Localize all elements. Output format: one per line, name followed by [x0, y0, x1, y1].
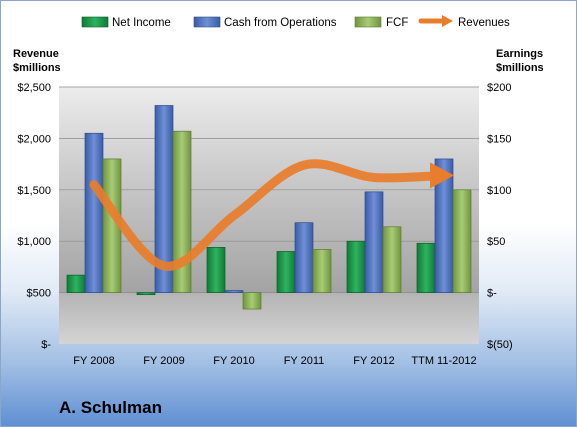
bars [66, 105, 472, 310]
legend: Net Income Cash from Operations FCF Reve… [81, 15, 510, 29]
right-tick-label: $50 [487, 236, 505, 248]
net-income-bar [276, 251, 296, 293]
fcf-bar [452, 189, 472, 293]
category-labels: FY 2008 FY 2009 FY 2010 FY 2011 FY 2012 TTM 1… [73, 355, 476, 367]
category-label: FY 2012 [353, 355, 394, 367]
revenues-line [89, 159, 449, 271]
left-axis-title-line1: Revenue [13, 48, 59, 60]
revenue-line [89, 159, 454, 271]
net-income-bar [66, 274, 86, 293]
category-label: FY 2011 [284, 355, 325, 367]
cash-from-operations-bar [224, 290, 244, 293]
right-tick-label: $- [487, 288, 497, 300]
net-income-bar [346, 240, 366, 293]
right-axis-ticks: $(50) $- $50 $100 $150 $200 [487, 82, 513, 351]
fcf-bar [172, 130, 192, 293]
category-label: TTM 11-2012 [411, 355, 476, 367]
right-tick-label: $200 [487, 82, 511, 94]
left-tick-label: $1,000 [17, 236, 51, 248]
company-name: A. Schulman [59, 398, 162, 417]
revenues-arrowhead [430, 162, 454, 189]
legend-swatch-fcf [354, 16, 382, 28]
cash-from-operations-bar [84, 132, 104, 293]
legend-swatch-net-income [81, 16, 109, 28]
right-axis-title-line2: $millions [496, 62, 544, 74]
fcf-bar [382, 226, 402, 293]
category-label: FY 2009 [143, 355, 184, 367]
legend-label-revenues: Revenues [458, 17, 510, 29]
left-tick-label: $- [41, 339, 51, 351]
net-income-bar [136, 292, 156, 296]
left-tick-label: $500 [27, 288, 51, 300]
category-label: FY 2008 [73, 355, 114, 367]
right-tick-label: $150 [487, 133, 511, 145]
cash-from-operations-bar [364, 191, 384, 293]
category-label: FY 2010 [213, 355, 254, 367]
net-income-bar [416, 242, 436, 293]
right-tick-label: $(50) [487, 339, 513, 351]
legend-arrow-icon [442, 15, 453, 27]
legend-swatch-cash-from-operations [193, 16, 221, 28]
legend-label-fcf: FCF [386, 17, 408, 29]
left-axis-title-line2: $millions [13, 62, 61, 74]
legend-label-net-income: Net Income [112, 17, 171, 29]
fcf-bar [242, 292, 262, 310]
right-tick-label: $100 [487, 185, 511, 197]
legend-label-cash-from-operations: Cash from Operations [224, 17, 337, 29]
cash-from-operations-bar [294, 222, 314, 293]
left-axis-ticks: $- $500 $1,000 $1,500 $2,000 $2,500 [17, 82, 51, 351]
fcf-bar [312, 249, 332, 293]
net-income-bar [206, 247, 226, 293]
left-tick-label: $2,500 [17, 82, 51, 94]
left-tick-label: $2,000 [17, 133, 51, 145]
plot-floor [59, 293, 479, 344]
left-tick-label: $1,500 [17, 185, 51, 197]
right-axis-title-line1: Earnings [496, 48, 543, 60]
